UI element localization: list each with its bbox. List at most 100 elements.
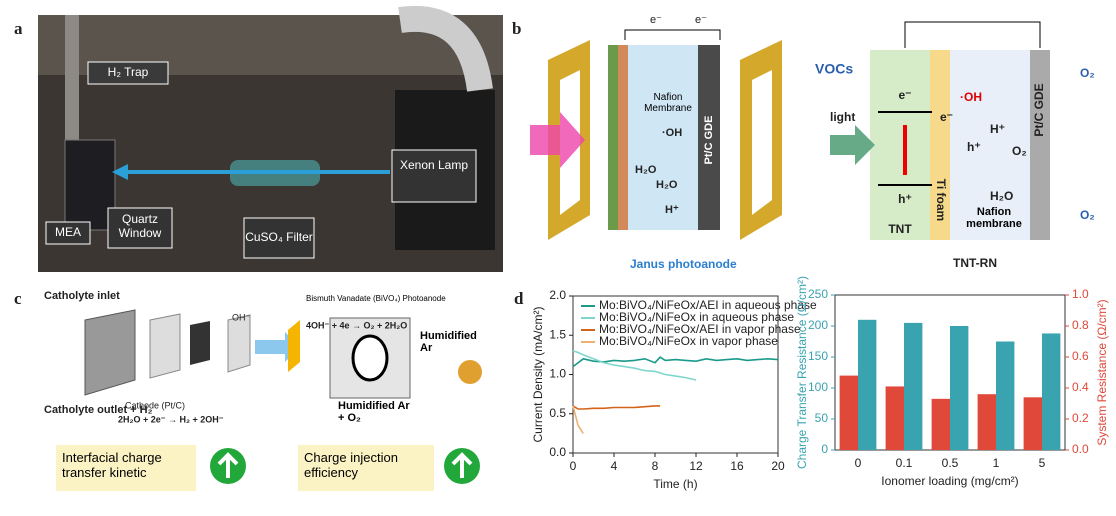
bar [1024,397,1042,450]
bar [904,323,922,450]
label: ·OH [662,127,682,139]
y-tick-label: 0.0 [549,445,566,459]
x-axis-label: Time (h) [653,477,697,491]
label: OH⁻ [232,312,251,322]
label: H₂ Trap [108,65,149,79]
label-wrap: Humidified Ar [420,330,490,360]
series-line [573,351,696,380]
label: e⁻ [898,88,911,102]
label: Xenon Lamp [400,158,468,172]
bar [1042,333,1060,450]
panel-label: a [14,19,23,38]
y-tick-label: 100 [808,380,828,394]
y-tick-label: 200 [808,318,828,332]
y-tick-label: 0.6 [1072,349,1089,363]
x-tick-label: 0.1 [896,456,913,470]
y-tick-label: 0.8 [1072,318,1089,332]
y-tick-label: 0.0 [1072,442,1089,456]
x-tick-label: 0 [570,459,577,473]
x-tick-label: 16 [730,459,744,473]
y-tick-label: 1.5 [549,327,566,341]
tnt [870,50,930,240]
lamp [458,360,482,384]
x-tick-label: 12 [689,459,703,473]
layer [618,45,628,230]
x-tick-label: 0.5 [942,456,959,470]
x-tick-label: 0 [855,456,862,470]
x-tick-label: 5 [1039,456,1046,470]
bar [858,320,876,450]
y-tick-label: 0.2 [1072,411,1089,425]
figure: a H₂ Trap Xenon Lamp CuSO₄ Filter MEA Qu… [0,0,1116,516]
label: TNT-RN [953,256,997,270]
panel-label: c [14,289,22,308]
bar [978,394,996,450]
membrane [228,315,250,372]
x-tick-label: 1 [993,456,1000,470]
label: Nafion membrane [958,206,1030,230]
x-tick-label: 20 [771,459,785,473]
frame-hole [752,70,772,215]
cathode [190,321,210,365]
trap-tube [65,15,79,155]
label-wrap: Quartz Window [108,208,172,248]
label: Bismuth Vanadate (BiVO₄) Photoanode [306,294,456,303]
label: H⁺ [665,204,679,216]
label-wrap: Nafion Membrane [638,92,698,126]
label-wrap: Interfacial charge transfer kinetic [62,450,194,490]
bar [840,376,858,450]
panel-a: a H₂ Trap Xenon Lamp CuSO₄ Filter MEA Qu… [14,15,503,272]
label: 2H₂O + 2e⁻ → H₂ + 2OH⁻ [118,414,224,424]
series-line [573,406,583,434]
label: CuSO₄ Filter [245,230,313,244]
label: H⁺ [990,122,1005,136]
end-plate [85,310,135,395]
label: H₂O [635,164,657,176]
label: Janus photoanode [630,257,737,271]
panel-label: b [512,19,521,38]
y-axis-label: Current Density (mA/cm²) [531,306,545,442]
label: TNT [888,222,912,236]
panel-b: b e⁻ e⁻ Nafion Membrane ·OH H₂O H₂O H⁺ P… [512,14,782,271]
label: Pt/C GDE [1032,83,1046,136]
y-tick-label: 250 [808,287,828,301]
label: Catholyte inlet [44,290,120,302]
window [353,336,387,380]
x-axis-label: Ionomer loading (mg/cm²) [881,474,1018,488]
y2-axis-label: System Resistance (Ω/cm²) [1095,299,1109,445]
label: Ti foam [934,179,948,221]
label: ·OH [960,90,982,104]
label-wrap: Nafion membrane [958,206,1030,238]
label: 4OH⁻ + 4e → O₂ + 2H₂O [306,320,407,330]
y-tick-label: 50 [815,411,829,425]
label: h⁺ [898,192,912,206]
photoanode [288,320,300,372]
legend-label: Mo:BiVO₄/NiFeOx in vapor phase [599,334,778,348]
label: O₂ [1080,66,1095,80]
y-tick-label: 0 [821,442,828,456]
y-tick-label: 1.0 [1072,287,1089,301]
x-tick-label: 4 [611,459,618,473]
label: VOCs [815,61,853,77]
label: Interfacial charge transfer kinetic [62,450,194,480]
label: H₂O [656,179,678,191]
panel-b-right: VOCs light e⁻ e⁻ ·OH H⁺ h⁺ h⁺ O₂ H₂O Naf… [815,22,1095,270]
circuit [905,22,1040,48]
bar [886,386,904,450]
x-tick-label: 8 [652,459,659,473]
y-tick-label: 2.0 [549,288,566,302]
label: H₂O [990,189,1013,203]
label: Quartz Window [108,208,172,240]
label: O₂ [1012,144,1027,158]
label-wrap: Bismuth Vanadate (BiVO₄) Photoanode [306,294,456,320]
y-tick-label: 1.0 [549,367,566,381]
series-line [573,406,660,409]
bar [932,399,950,450]
gde [1030,50,1050,240]
bar [950,326,968,450]
label: Cathode (Pt/C) [125,400,185,410]
label: Humidified Ar [420,330,490,354]
label: Nafion Membrane [638,92,698,114]
label: Humidified Ar + O₂ [338,400,418,424]
